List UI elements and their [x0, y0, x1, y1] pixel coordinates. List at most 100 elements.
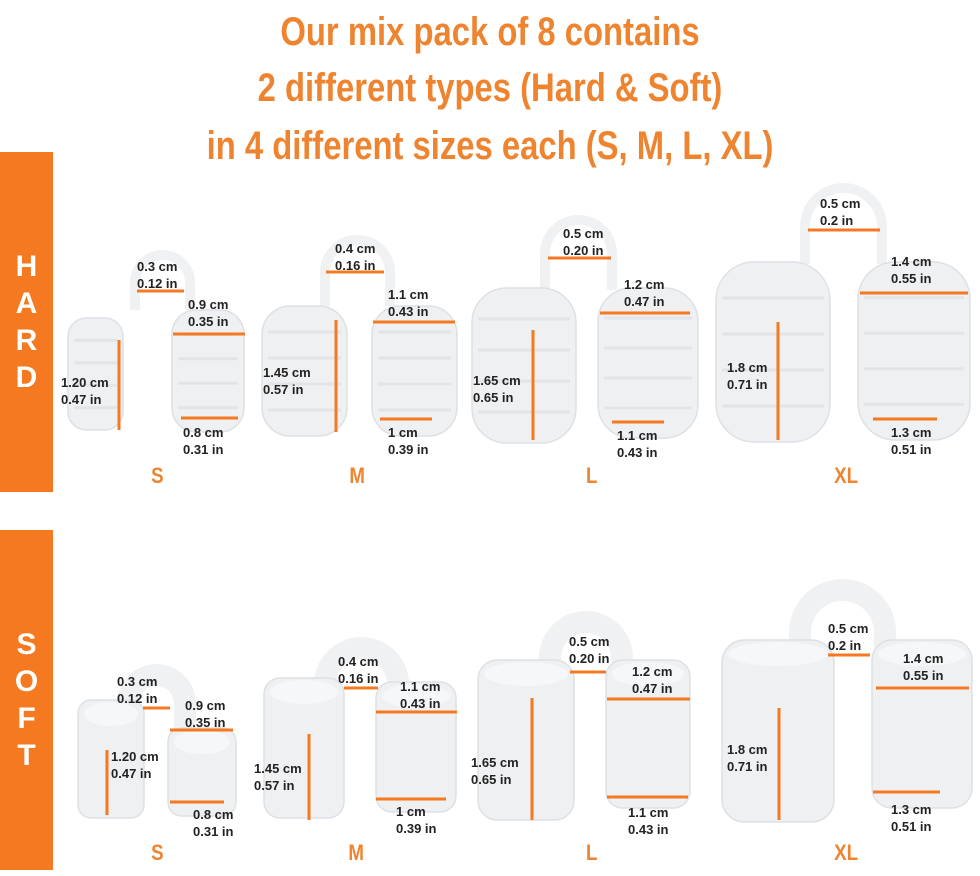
top-width-label-cm: 1.2 cm [632, 664, 673, 679]
height-label-in: 0.57 in [254, 778, 295, 793]
top-width-label: 1.2 cm 0.47 in [632, 663, 672, 697]
headline-line-2: 2 different types (Hard & Soft) [257, 66, 723, 110]
bottom-width-label: 1.3 cm 0.51 in [891, 801, 931, 835]
bottom-width-label-in: 0.43 in [617, 445, 658, 460]
bottom-width-label: 0.8 cm 0.31 in [183, 424, 223, 458]
soft-bridge [117, 664, 196, 730]
soft-bridge [539, 611, 633, 690]
letter: H [15, 250, 38, 283]
hard-bridge [800, 183, 887, 264]
bridge-label-cm: 0.5 cm [828, 621, 869, 636]
bridge-label-in: 0.2 in [828, 638, 862, 653]
hard-cup-left [261, 305, 348, 437]
top-width-label-cm: 1.2 cm [624, 277, 665, 292]
bottom-width-label-cm: 1 cm [396, 804, 426, 819]
height-label-in: 0.65 in [473, 390, 514, 405]
bridge-label: 0.5 cm 0.20 in [569, 633, 609, 667]
headline-line-3: in 4 different sizes each (S, M, L, XL) [206, 124, 774, 168]
bottom-width-label: 1 cm 0.39 in [388, 424, 428, 458]
height-label: 1.20 cm 0.47 in [111, 748, 159, 782]
soft-cup-opening [728, 642, 828, 666]
bridge-label-in: 0.12 in [137, 276, 178, 291]
bridge-label-in: 0.20 in [569, 651, 610, 666]
height-label-in: 0.47 in [111, 766, 152, 781]
soft-cup-opening [382, 684, 450, 708]
bridge-label-in: 0.16 in [335, 258, 376, 273]
bottom-width-label-cm: 1 cm [388, 425, 418, 440]
bridge-label-in: 0.16 in [338, 671, 379, 686]
soft-size-label: M [348, 840, 364, 865]
soft-section-label: S O F T [0, 530, 53, 870]
bridge-label: 0.5 cm 0.20 in [563, 225, 603, 259]
bridge-label: 0.3 cm 0.12 in [137, 258, 177, 292]
soft-cup-right [871, 639, 973, 809]
bottom-width-label-in: 0.39 in [388, 442, 429, 457]
soft-cup-right [605, 659, 691, 809]
soft-cup-opening [270, 680, 338, 704]
height-label: 1.65 cm 0.65 in [471, 754, 519, 788]
hard-bridge [320, 235, 395, 306]
height-label-cm: 1.8 cm [727, 742, 768, 757]
bridge-label-cm: 0.3 cm [137, 259, 178, 274]
top-width-label-cm: 1.1 cm [400, 679, 441, 694]
bottom-width-label-in: 0.31 in [193, 824, 234, 839]
height-label: 1.8 cm 0.71 in [727, 741, 767, 775]
height-label-in: 0.71 in [727, 377, 768, 392]
letter: T [17, 739, 36, 772]
height-label: 1.8 cm 0.71 in [727, 359, 767, 393]
top-width-label-cm: 0.9 cm [185, 698, 226, 713]
hard-size-label: XL [834, 463, 859, 488]
letter: O [14, 665, 39, 698]
soft-cup-opening [84, 702, 138, 726]
bottom-width-label-in: 0.39 in [396, 821, 437, 836]
hard-bridge [130, 250, 195, 310]
height-label: 1.20 cm 0.47 in [61, 374, 109, 408]
height-label: 1.65 cm 0.65 in [473, 372, 521, 406]
soft-cup-opening [878, 642, 966, 666]
soft-size-label: XL [834, 840, 859, 865]
bottom-width-label: 1.1 cm 0.43 in [628, 804, 668, 838]
soft-cup-left [77, 699, 145, 819]
soft-cup-opening [174, 730, 230, 754]
bridge-label-in: 0.12 in [117, 691, 158, 706]
top-width-label: 1.4 cm 0.55 in [891, 253, 931, 287]
top-width-label-in: 0.47 in [632, 681, 673, 696]
height-label-in: 0.47 in [61, 392, 102, 407]
bridge-label: 0.5 cm 0.2 in [828, 620, 868, 654]
top-width-label-cm: 1.1 cm [388, 287, 429, 302]
hard-cup-left [471, 287, 577, 444]
height-label-cm: 1.20 cm [111, 749, 159, 764]
bridge-label: 0.3 cm 0.12 in [117, 673, 157, 707]
bottom-width-label-cm: 1.3 cm [891, 425, 932, 440]
top-width-label: 1.1 cm 0.43 in [400, 678, 440, 712]
height-label-in: 0.65 in [471, 772, 512, 787]
bottom-width-label-cm: 1.1 cm [617, 428, 658, 443]
top-width-label-in: 0.43 in [400, 696, 441, 711]
hard-size-label: M [349, 463, 365, 488]
bottom-width-label-in: 0.31 in [183, 442, 224, 457]
bottom-width-label-cm: 1.3 cm [891, 802, 932, 817]
soft-cup-opening [612, 662, 684, 686]
bridge-label-cm: 0.5 cm [563, 226, 604, 241]
letter: D [15, 361, 38, 394]
headline-line-1: Our mix pack of 8 contains [280, 10, 700, 54]
bridge-label: 0.4 cm 0.16 in [338, 653, 378, 687]
bottom-width-label: 1 cm 0.39 in [396, 803, 436, 837]
bottom-width-label-in: 0.51 in [891, 442, 932, 457]
height-label-in: 0.57 in [263, 382, 304, 397]
height-label: 1.45 cm 0.57 in [254, 760, 302, 794]
bottom-width-label-in: 0.43 in [628, 822, 669, 837]
bridge-label-cm: 0.4 cm [335, 241, 376, 256]
top-width-label-in: 0.55 in [903, 668, 944, 683]
soft-cup-opening [484, 662, 568, 686]
soft-cup-right [375, 681, 457, 813]
hard-bridge [540, 215, 617, 290]
top-width-label: 1.1 cm 0.43 in [388, 286, 428, 320]
hard-cup-right [597, 287, 699, 439]
hard-cup-left [67, 317, 124, 431]
height-label-cm: 1.45 cm [263, 365, 311, 380]
height-label-cm: 1.65 cm [473, 373, 521, 388]
letter: R [15, 324, 38, 357]
bottom-width-label: 0.8 cm 0.31 in [193, 806, 233, 840]
